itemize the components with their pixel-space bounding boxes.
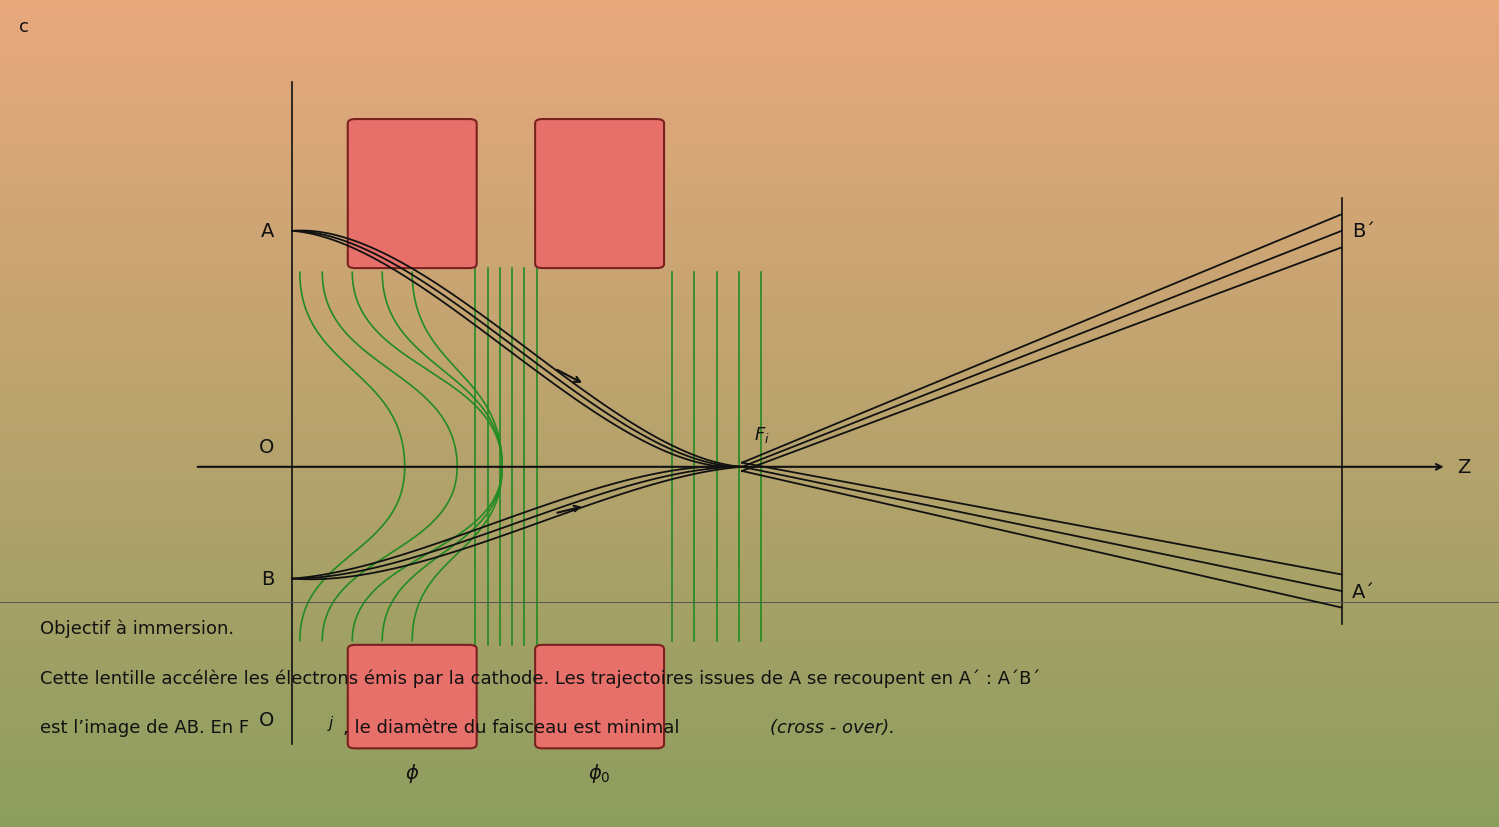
FancyBboxPatch shape [535,645,664,748]
Text: O: O [259,710,274,729]
Text: est l’image de AB. En F: est l’image de AB. En F [40,718,250,736]
FancyBboxPatch shape [535,120,664,269]
Text: B: B [261,570,274,588]
Text: A´: A´ [1352,582,1375,600]
Text: F$_i$: F$_i$ [754,424,770,444]
Text: $\phi$: $\phi$ [405,761,420,784]
FancyBboxPatch shape [348,120,477,269]
Text: B´: B´ [1352,222,1375,241]
Text: O: O [259,437,274,456]
Text: c: c [19,18,30,36]
Text: (cross - over).: (cross - over). [770,718,895,736]
Text: Objectif à immersion.: Objectif à immersion. [40,619,235,637]
Text: Z: Z [1457,458,1471,476]
Text: , le diamètre du faisceau est minimal: , le diamètre du faisceau est minimal [343,718,685,736]
Text: A: A [261,222,274,241]
FancyBboxPatch shape [348,645,477,748]
Text: j: j [328,715,333,730]
Text: Cette lentille accélère les électrons émis par la cathode. Les trajectoires issu: Cette lentille accélère les électrons ém… [40,668,1040,686]
Text: $\phi_0$: $\phi_0$ [588,761,612,784]
